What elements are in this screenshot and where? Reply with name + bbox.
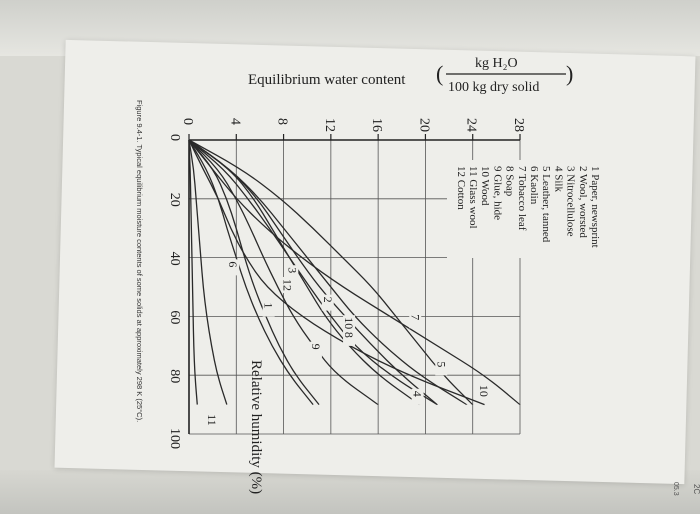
curve-label-9: 9: [309, 344, 323, 350]
curve-label-bg: [343, 315, 356, 332]
legend-item: 1 Paper, newsprint: [589, 166, 601, 248]
figure-caption: Figure 9.4-1. Typical equilibrium moistu…: [135, 100, 144, 422]
curve-label-4: 4: [411, 391, 425, 397]
curve-label-8: 8: [342, 332, 356, 338]
y-tick-label: 4: [227, 118, 242, 125]
y-tick-label: 8: [275, 118, 290, 125]
legend-item: 5 Leather, tanned: [540, 166, 552, 243]
series-line-12: [188, 139, 379, 406]
series-line-7: [188, 139, 521, 406]
y-label-open-paren: (: [436, 61, 443, 86]
x-tick-label: 100: [167, 428, 182, 449]
legend-item: 8 Soap: [504, 166, 516, 197]
curve-label-bg: [281, 277, 294, 293]
x-tick-label: 20: [167, 193, 182, 207]
grid: [188, 139, 521, 435]
y-label-close-paren: ): [566, 61, 573, 86]
curve-label-11: 11: [205, 414, 219, 426]
y-tick-label: 24: [464, 118, 479, 132]
series-line-2: [188, 139, 438, 406]
curve-label-10: 10: [477, 385, 491, 397]
curve-label-2: 2: [321, 297, 335, 303]
y-tick-label: 0: [180, 118, 195, 125]
curve-label-6: 6: [226, 261, 240, 267]
y-tick-label: 12: [322, 118, 337, 132]
curve-label-bg: [262, 300, 275, 317]
curve-label-bg: [477, 382, 490, 399]
series-line-9: [188, 139, 468, 406]
legend-item: 10 Wood: [479, 166, 491, 206]
series-line-4: [188, 139, 420, 406]
legend-item: 3 Nitrocellulose: [565, 166, 577, 237]
series-line-6: [188, 139, 228, 405]
y-axis-frac-numerator: kg H₂O: [475, 56, 518, 71]
curve-label-1: 1: [262, 303, 276, 309]
curve-label-10: 10: [342, 317, 356, 329]
series-line-10: [188, 139, 438, 406]
legend-item: 9 Glue, hide: [491, 166, 503, 220]
x-axis-label: Relative humidity (%): [248, 360, 264, 494]
legend-item: 7 Tobacco leaf: [516, 166, 528, 231]
curve-labels: 10 7 5 4 10 8 2 9 3 12 1 6 11: [205, 259, 491, 429]
legend-item: 6 Kaolin: [528, 166, 540, 205]
y-tick-label: 28: [511, 118, 526, 132]
series-line-11: [188, 139, 198, 405]
curve-label-3: 3: [285, 267, 299, 273]
curve-label-bg: [321, 294, 334, 311]
legend-item: 2 Wool, worsted: [577, 166, 589, 238]
legend-bg: [447, 160, 597, 258]
legend-item: 12 Cotton: [455, 166, 467, 210]
curve-label-7: 7: [408, 314, 422, 320]
y-axis-label: Equilibrium water content ( kg H₂O 100 k…: [248, 56, 573, 95]
curve-label-12: 12: [281, 279, 295, 291]
x-tick-label: 60: [167, 310, 182, 324]
curve-label-5: 5: [434, 361, 448, 367]
series-line-3: [188, 139, 314, 406]
y-tick-label: 16: [369, 118, 384, 132]
margin-mark-2: 05.3: [672, 482, 679, 496]
curve-label-bg: [343, 329, 356, 346]
series-line-8: [188, 139, 485, 406]
margin-mark-1: 2C: [692, 484, 700, 494]
curve-label-bg: [435, 359, 448, 376]
legend-item: 11 Glass wool: [467, 166, 479, 229]
curve-label-bg: [409, 312, 422, 329]
series-lines: [188, 139, 521, 406]
curve-label-bg: [205, 412, 218, 429]
series-line-1: [188, 139, 320, 406]
curve-label-bg: [411, 388, 424, 405]
curve-label-bg: [227, 259, 240, 276]
legend-item: 4 Silk: [552, 166, 564, 192]
curve-label-bg: [309, 341, 322, 358]
x-tick-label: 40: [167, 252, 182, 266]
y-axis-frac-denominator: 100 kg dry solid: [448, 80, 539, 95]
x-tick-label: 80: [167, 369, 182, 383]
y-axis-label-text: Equilibrium water content: [248, 72, 406, 88]
x-tick-label: 0: [167, 134, 182, 141]
y-tick-label: 20: [416, 118, 431, 132]
